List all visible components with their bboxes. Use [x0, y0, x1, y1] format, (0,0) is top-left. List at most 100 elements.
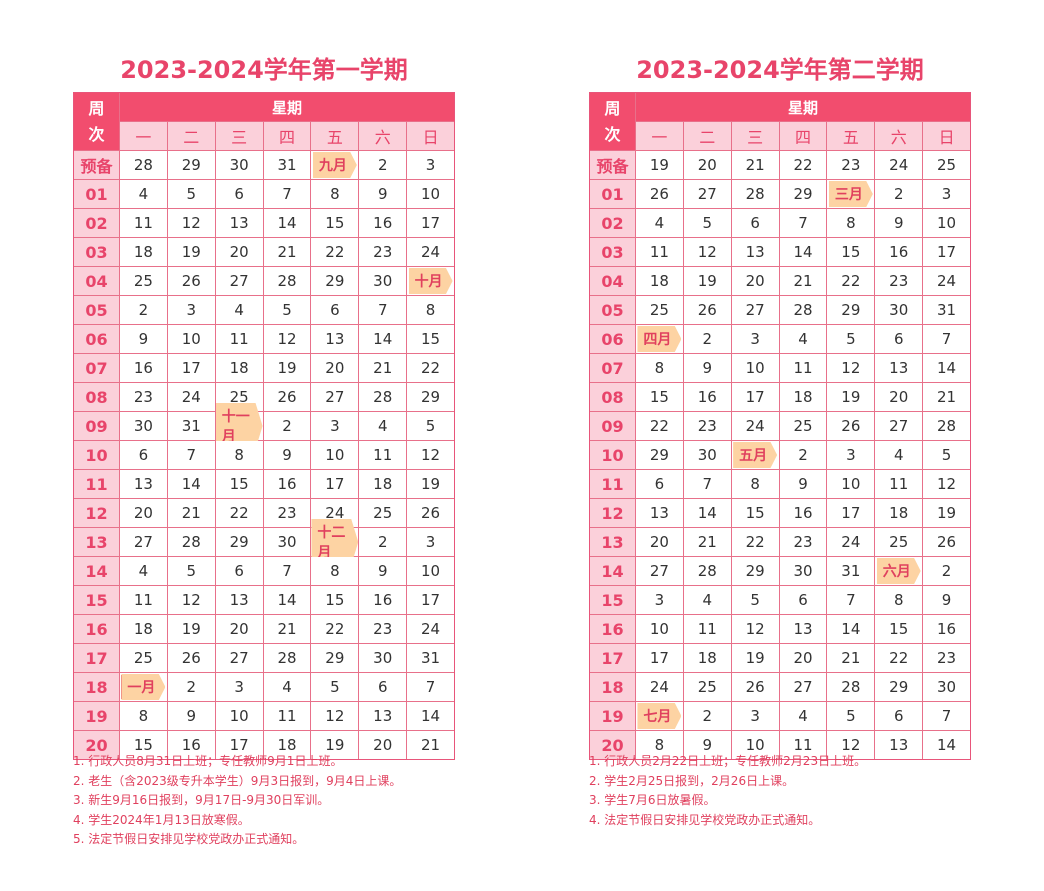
- day-cell: 9: [359, 180, 407, 208]
- day-cell: 25: [636, 296, 683, 324]
- month-start-cell: 五月: [731, 441, 779, 469]
- day-cell: 31: [407, 644, 454, 672]
- day-cell: 8: [827, 209, 875, 237]
- notes: 1. 行政人员8月31日上班；专任教师9月1日上班。 2. 老生（含2023级专升…: [73, 752, 401, 850]
- weekday: 日: [923, 122, 970, 150]
- day-cell: 18: [779, 383, 827, 411]
- day-cell: 6: [636, 470, 683, 498]
- day-cell: 12: [311, 702, 359, 730]
- day-cell: 24: [731, 412, 779, 440]
- day-cell: 22: [407, 354, 454, 382]
- day-cell: 16: [359, 209, 407, 237]
- day-cell: 12: [167, 586, 215, 614]
- day-cell: 30: [779, 557, 827, 585]
- day-cell: 29: [731, 557, 779, 585]
- day-cell: 23: [359, 238, 407, 266]
- day-cell: 30: [359, 644, 407, 672]
- day-cell: 11: [779, 354, 827, 382]
- day-cell: 29: [827, 296, 875, 324]
- day-cell: 7: [263, 180, 311, 208]
- day-cell: 30: [120, 412, 167, 440]
- day-cell: 18: [215, 354, 263, 382]
- day-cell: 14: [167, 470, 215, 498]
- day-cell: 29: [779, 180, 827, 208]
- day-cell: 10: [731, 731, 779, 759]
- week-number: 预备: [590, 151, 635, 179]
- week-number: 20: [590, 731, 635, 759]
- month-label: 四月: [637, 326, 682, 352]
- week-number: 18: [590, 673, 635, 701]
- note: 3. 新生9月16日报到，9月17日-9月30日军训。: [73, 793, 330, 807]
- day-cell: 23: [779, 528, 827, 556]
- week-number: 20: [74, 731, 119, 759]
- day-cell: 8: [731, 470, 779, 498]
- day-cell: 13: [779, 615, 827, 643]
- week-number: 12: [74, 499, 119, 527]
- day-cell: 4: [359, 412, 407, 440]
- day-cell: 6: [875, 325, 923, 353]
- day-cell: 13: [731, 238, 779, 266]
- day-cell: 23: [359, 615, 407, 643]
- month-start-cell: 六月: [875, 557, 923, 585]
- day-cell: 18: [263, 731, 311, 759]
- day-cell: 27: [875, 412, 923, 440]
- day-cell: 13: [359, 702, 407, 730]
- day-cell: 27: [683, 180, 731, 208]
- month-start-cell: 十月: [407, 267, 454, 295]
- day-cell: 30: [923, 673, 970, 701]
- day-cell: 29: [636, 441, 683, 469]
- day-cell: 20: [636, 528, 683, 556]
- day-cell: 25: [359, 499, 407, 527]
- day-cell: 25: [683, 673, 731, 701]
- day-cell: 29: [311, 267, 359, 295]
- day-cell: 27: [120, 528, 167, 556]
- week-number: 10: [590, 441, 635, 469]
- day-cell: 25: [120, 644, 167, 672]
- day-cell: 8: [311, 180, 359, 208]
- week-number: 02: [590, 209, 635, 237]
- day-cell: 9: [120, 325, 167, 353]
- day-cell: 4: [263, 673, 311, 701]
- day-cell: 24: [827, 528, 875, 556]
- day-cell: 28: [923, 412, 970, 440]
- day-cell: 4: [215, 296, 263, 324]
- day-cell: 20: [215, 238, 263, 266]
- day-cell: 26: [263, 383, 311, 411]
- weekday: 二: [167, 122, 215, 150]
- day-cell: 4: [875, 441, 923, 469]
- month-label: 十月: [408, 268, 453, 294]
- week-number: 06: [74, 325, 119, 353]
- week-number: 11: [74, 470, 119, 498]
- day-cell: 2: [359, 151, 407, 179]
- day-cell: 26: [407, 499, 454, 527]
- day-cell: 6: [120, 441, 167, 469]
- day-cell: 8: [636, 354, 683, 382]
- day-cell: 30: [359, 267, 407, 295]
- month-start-cell: 七月: [636, 702, 683, 730]
- day-cell: 19: [167, 238, 215, 266]
- note: 5. 法定节假日安排见学校党政办正式通知。: [73, 832, 305, 846]
- day-cell: 2: [683, 325, 731, 353]
- day-cell: 7: [923, 325, 970, 353]
- day-cell: 22: [875, 644, 923, 672]
- week-number: 15: [590, 586, 635, 614]
- month-label: 三月: [828, 181, 873, 207]
- day-cell: 19: [827, 383, 875, 411]
- week-number: 03: [74, 238, 119, 266]
- day-cell: 20: [683, 151, 731, 179]
- day-cell: 15: [311, 586, 359, 614]
- day-cell: 8: [636, 731, 683, 759]
- day-cell: 28: [779, 296, 827, 324]
- day-cell: 13: [636, 499, 683, 527]
- week-number: 15: [74, 586, 119, 614]
- week-number: 12: [590, 499, 635, 527]
- day-cell: 31: [923, 296, 970, 324]
- semester-calendar: 2023-2024学年第二学期 周次 星期一二三四五六日预备 19 20 21 22 23 24…: [589, 0, 971, 891]
- note: 4. 法定节假日安排见学校党政办正式通知。: [589, 812, 821, 827]
- day-cell: 14: [683, 499, 731, 527]
- day-cell: 24: [875, 151, 923, 179]
- day-cell: 30: [263, 528, 311, 556]
- day-cell: 10: [636, 615, 683, 643]
- week-header-cell: 周次: [590, 93, 635, 150]
- day-cell: 2: [923, 557, 970, 585]
